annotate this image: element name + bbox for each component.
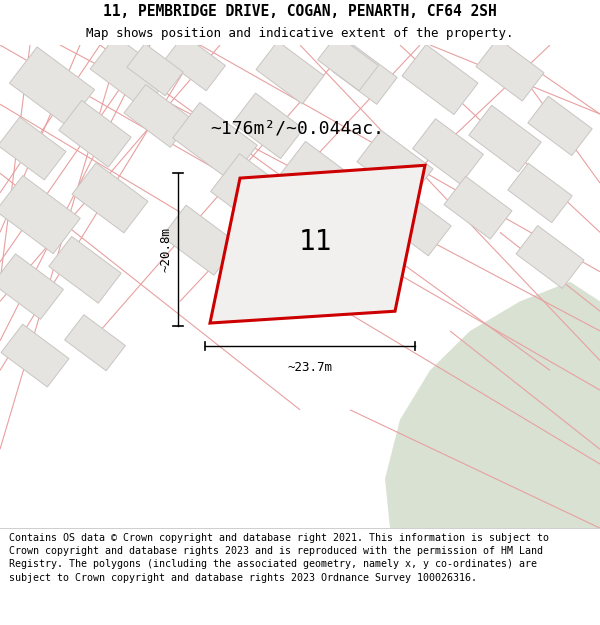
Polygon shape <box>444 176 512 239</box>
Polygon shape <box>90 36 170 109</box>
Polygon shape <box>124 84 192 148</box>
Text: 11: 11 <box>298 228 332 256</box>
Polygon shape <box>508 163 572 222</box>
Polygon shape <box>225 217 305 291</box>
Polygon shape <box>333 45 397 104</box>
Polygon shape <box>210 165 425 323</box>
Polygon shape <box>379 189 451 256</box>
Polygon shape <box>173 102 257 181</box>
Polygon shape <box>256 41 324 104</box>
Polygon shape <box>0 176 80 254</box>
Text: ~23.7m: ~23.7m <box>287 361 332 374</box>
Polygon shape <box>413 119 484 184</box>
Polygon shape <box>72 162 148 233</box>
Polygon shape <box>317 35 379 91</box>
Polygon shape <box>162 205 238 275</box>
Polygon shape <box>0 117 66 180</box>
Polygon shape <box>233 93 304 159</box>
Polygon shape <box>1 324 69 387</box>
Polygon shape <box>10 47 95 126</box>
Polygon shape <box>516 226 584 288</box>
Polygon shape <box>280 141 360 215</box>
Polygon shape <box>127 44 183 96</box>
Text: 11, PEMBRIDGE DRIVE, COGAN, PENARTH, CF64 2SH: 11, PEMBRIDGE DRIVE, COGAN, PENARTH, CF6… <box>103 4 497 19</box>
Polygon shape <box>476 38 544 101</box>
Polygon shape <box>59 101 131 167</box>
Polygon shape <box>211 154 299 236</box>
Polygon shape <box>357 130 433 201</box>
Text: ~20.8m: ~20.8m <box>160 227 173 272</box>
Text: Map shows position and indicative extent of the property.: Map shows position and indicative extent… <box>86 28 514 40</box>
Polygon shape <box>164 35 226 91</box>
Polygon shape <box>65 315 125 371</box>
Text: ~176m²/~0.044ac.: ~176m²/~0.044ac. <box>210 120 384 138</box>
Text: Contains OS data © Crown copyright and database right 2021. This information is : Contains OS data © Crown copyright and d… <box>9 533 549 582</box>
Polygon shape <box>385 282 600 528</box>
Polygon shape <box>402 44 478 114</box>
Polygon shape <box>528 96 592 156</box>
Polygon shape <box>0 254 64 319</box>
Polygon shape <box>469 105 541 172</box>
Polygon shape <box>49 236 121 303</box>
